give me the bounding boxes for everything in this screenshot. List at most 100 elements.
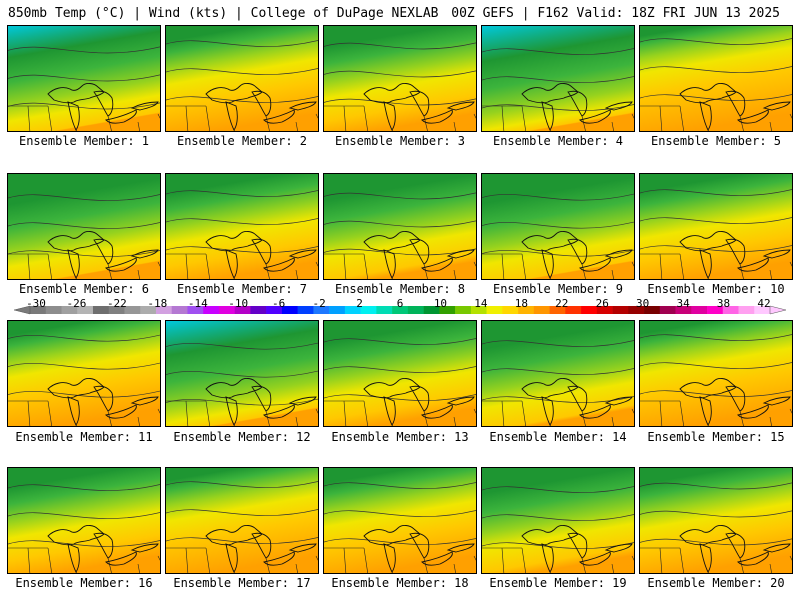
great-lakes-outline xyxy=(521,83,633,131)
temperature-map xyxy=(166,321,318,426)
height-contour xyxy=(324,538,476,545)
colorbar-max-arrow xyxy=(769,305,787,315)
great-lakes-outline xyxy=(679,378,791,426)
height-contour xyxy=(324,42,476,50)
state-borders xyxy=(640,253,792,279)
state-borders xyxy=(640,105,792,131)
temperature-map xyxy=(8,321,160,426)
height-contour xyxy=(166,190,318,197)
ensemble-map-panel xyxy=(481,320,635,427)
colorbar-swatch xyxy=(392,306,409,314)
ensemble-member-caption: Ensemble Member: 10 xyxy=(647,282,785,296)
temperature-field xyxy=(324,174,476,279)
temperature-map xyxy=(640,468,792,573)
height-contour xyxy=(482,104,634,111)
colorbar-swatch xyxy=(518,306,535,314)
height-contour xyxy=(8,362,160,370)
state-borders xyxy=(324,400,476,426)
height-contour xyxy=(324,220,476,228)
height-contour xyxy=(8,222,160,229)
colorbar-swatch xyxy=(77,306,94,314)
temperature-map xyxy=(640,26,792,131)
height-contour xyxy=(640,217,792,224)
temperature-map xyxy=(324,321,476,426)
colorbar-swatch xyxy=(644,306,661,314)
temperature-map xyxy=(166,174,318,279)
temperature-field xyxy=(640,468,792,573)
ensemble-map-panel xyxy=(639,173,793,280)
ensemble-map-panel xyxy=(7,320,161,427)
state-borders xyxy=(324,253,476,279)
colorbar-swatch xyxy=(659,306,676,314)
ensemble-map-panel xyxy=(7,25,161,132)
colorbar-tick-label: 30 xyxy=(636,297,650,310)
temperature-field xyxy=(166,468,318,573)
height-contour xyxy=(324,394,476,401)
colorbar-tick-label: -2 xyxy=(312,297,326,310)
ensemble-member-caption: Ensemble Member: 20 xyxy=(647,576,785,590)
colorbar-swatch xyxy=(722,306,739,314)
colorbar-swatch xyxy=(486,306,503,314)
state-borders xyxy=(482,547,634,573)
height-contour xyxy=(482,340,634,347)
colorbar-swatch xyxy=(581,306,598,314)
colorbar-swatch xyxy=(439,306,456,314)
great-lakes-outline xyxy=(363,83,475,131)
colorbar-swatch xyxy=(297,306,314,314)
height-contour xyxy=(166,537,318,544)
ensemble-member-caption: Ensemble Member: 13 xyxy=(331,430,469,444)
colorbar-swatch xyxy=(187,306,204,314)
temperature-field xyxy=(640,321,792,426)
height-contour xyxy=(8,250,160,257)
ensemble-member-caption: Ensemble Member: 8 xyxy=(334,282,466,296)
state-borders xyxy=(324,547,476,573)
ensemble-member-caption: Ensemble Member: 1 xyxy=(18,134,150,148)
colorbar-swatch xyxy=(628,306,645,314)
height-contour xyxy=(640,362,792,369)
colorbar-swatch xyxy=(266,306,283,314)
ensemble-map-panel xyxy=(639,467,793,574)
height-contour xyxy=(482,221,634,229)
colorbar-tick-label: -14 xyxy=(187,297,208,310)
height-contour xyxy=(640,390,792,397)
ensemble-map-panel xyxy=(639,25,793,132)
colorbar-swatch xyxy=(407,306,424,314)
ensemble-map-panel xyxy=(481,173,635,280)
ensemble-member-caption: Ensemble Member: 7 xyxy=(176,282,308,296)
colorbar-tick-label: -18 xyxy=(147,297,168,310)
colorbar-swatch xyxy=(234,306,251,314)
colorbar-tick-label: 42 xyxy=(757,297,771,310)
great-lakes-outline xyxy=(363,231,475,279)
great-lakes-outline xyxy=(47,231,159,279)
temperature-colorbar xyxy=(13,305,787,315)
temperature-field xyxy=(166,321,318,426)
temperature-field xyxy=(324,26,476,131)
height-contour xyxy=(166,218,318,225)
ensemble-member-caption: Ensemble Member: 18 xyxy=(331,576,469,590)
temperature-map xyxy=(482,174,634,279)
great-lakes-outline xyxy=(679,231,791,279)
colorbar-tick-label: 34 xyxy=(676,297,690,310)
great-lakes-outline xyxy=(521,231,633,279)
colorbar-swatch xyxy=(344,306,361,314)
ensemble-member-caption: Ensemble Member: 15 xyxy=(647,430,785,444)
great-lakes-outline xyxy=(363,525,475,573)
state-borders xyxy=(8,253,160,279)
state-borders xyxy=(8,547,160,573)
height-contour xyxy=(482,514,634,521)
colorbar-swatch xyxy=(92,306,110,314)
colorbar-swatch xyxy=(45,306,62,314)
height-contour xyxy=(8,74,160,82)
height-contour xyxy=(166,509,318,516)
ensemble-member-caption: Ensemble Member: 17 xyxy=(173,576,311,590)
state-borders xyxy=(640,547,792,573)
temperature-field xyxy=(324,468,476,573)
colorbar-swatch xyxy=(218,306,235,314)
ensemble-map-panel xyxy=(639,320,793,427)
colorbar-tick-label: -10 xyxy=(228,297,249,310)
temperature-map xyxy=(640,174,792,279)
colorbar-tick-label: 6 xyxy=(396,297,404,310)
state-borders xyxy=(166,400,318,426)
colorbar-swatch xyxy=(108,306,125,314)
colorbar-swatch xyxy=(313,306,330,314)
